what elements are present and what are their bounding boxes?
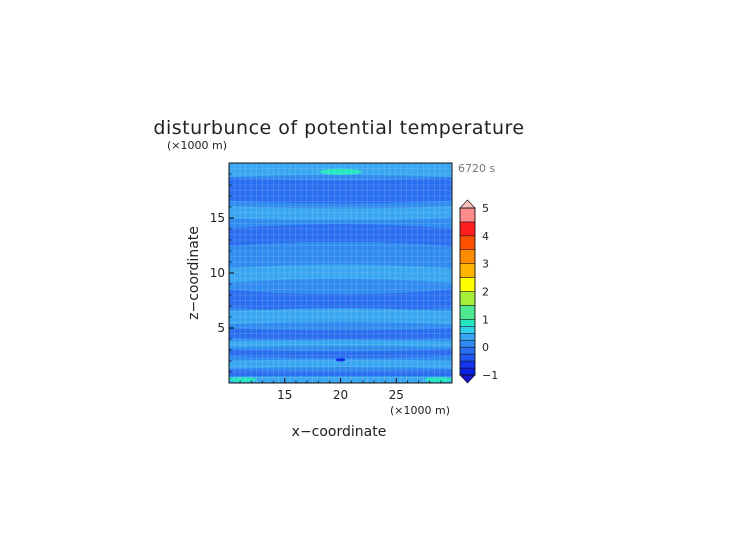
contour-band-light <box>229 308 452 325</box>
colorbar: −1 0 1 2 3 4 5 <box>459 199 498 384</box>
colorbar-label: 4 <box>482 230 489 243</box>
colorbar-segment <box>459 326 476 334</box>
colorbar-segment <box>459 333 476 341</box>
x-unit-label: (×1000 m) <box>390 404 450 417</box>
contour-band-dark <box>229 224 452 247</box>
time-label: 6720 s <box>458 162 495 175</box>
colorbar-label: 0 <box>482 341 489 354</box>
colorbar-segment <box>459 319 476 327</box>
colorbar-frame <box>459 207 476 376</box>
colorbar-label: 2 <box>482 286 489 299</box>
colorbar-segment <box>459 360 476 369</box>
colorbar-under-arrow <box>459 374 476 384</box>
contour-band-dark <box>229 177 452 204</box>
contour-band-dark <box>229 369 452 379</box>
colorbar-over-arrow <box>459 199 476 209</box>
colorbar-segment <box>459 346 476 355</box>
contour-band-light <box>229 206 452 221</box>
y-unit-label: (×1000 m) <box>167 139 227 152</box>
y-axis: 5 10 15 <box>210 162 234 384</box>
y-tick-label: 5 <box>217 321 225 335</box>
contour-band-light <box>229 339 452 348</box>
contour-band-dark <box>229 328 452 341</box>
x-tick-label: 25 <box>389 388 404 402</box>
colorbar-segment <box>459 277 476 292</box>
colorbar-segment <box>459 263 476 278</box>
x-axis: 15 20 25 <box>228 378 453 402</box>
colorbar-label: 1 <box>482 313 489 326</box>
colorbar-segment <box>459 235 476 250</box>
warm-anomaly-right <box>424 377 452 383</box>
warm-anomaly-top <box>319 168 362 175</box>
x-axis-label: x−coordinate <box>292 424 387 440</box>
colorbar-segment <box>459 353 476 362</box>
colorbar-segment <box>459 249 476 264</box>
colorbar-segment <box>459 291 476 306</box>
contour-band-light <box>229 359 452 369</box>
cold-anomaly <box>335 358 346 362</box>
colorbar-segment <box>459 207 476 223</box>
contour-band-dark <box>229 289 452 312</box>
y-tick-label: 15 <box>210 211 225 225</box>
y-tick-label: 10 <box>210 266 225 280</box>
x-tick-label: 15 <box>277 388 292 402</box>
colorbar-segment <box>459 305 476 320</box>
chart-title: disturbunce of potential temperature <box>153 117 524 139</box>
contour-band-dark <box>229 349 452 358</box>
colorbar-segment <box>459 367 476 376</box>
x-tick-label: 20 <box>333 388 348 402</box>
y-axis-label: z−coordinate <box>186 226 202 320</box>
colorbar-segment <box>459 339 476 348</box>
colorbar-label: 3 <box>482 258 489 271</box>
contour-band-light <box>229 264 452 283</box>
contour-field <box>229 163 452 383</box>
colorbar-segment <box>459 221 476 237</box>
colorbar-label: 5 <box>482 202 489 215</box>
colorbar-label: −1 <box>482 369 498 382</box>
grid-lines <box>229 163 452 383</box>
warm-anomaly-left <box>229 377 257 383</box>
